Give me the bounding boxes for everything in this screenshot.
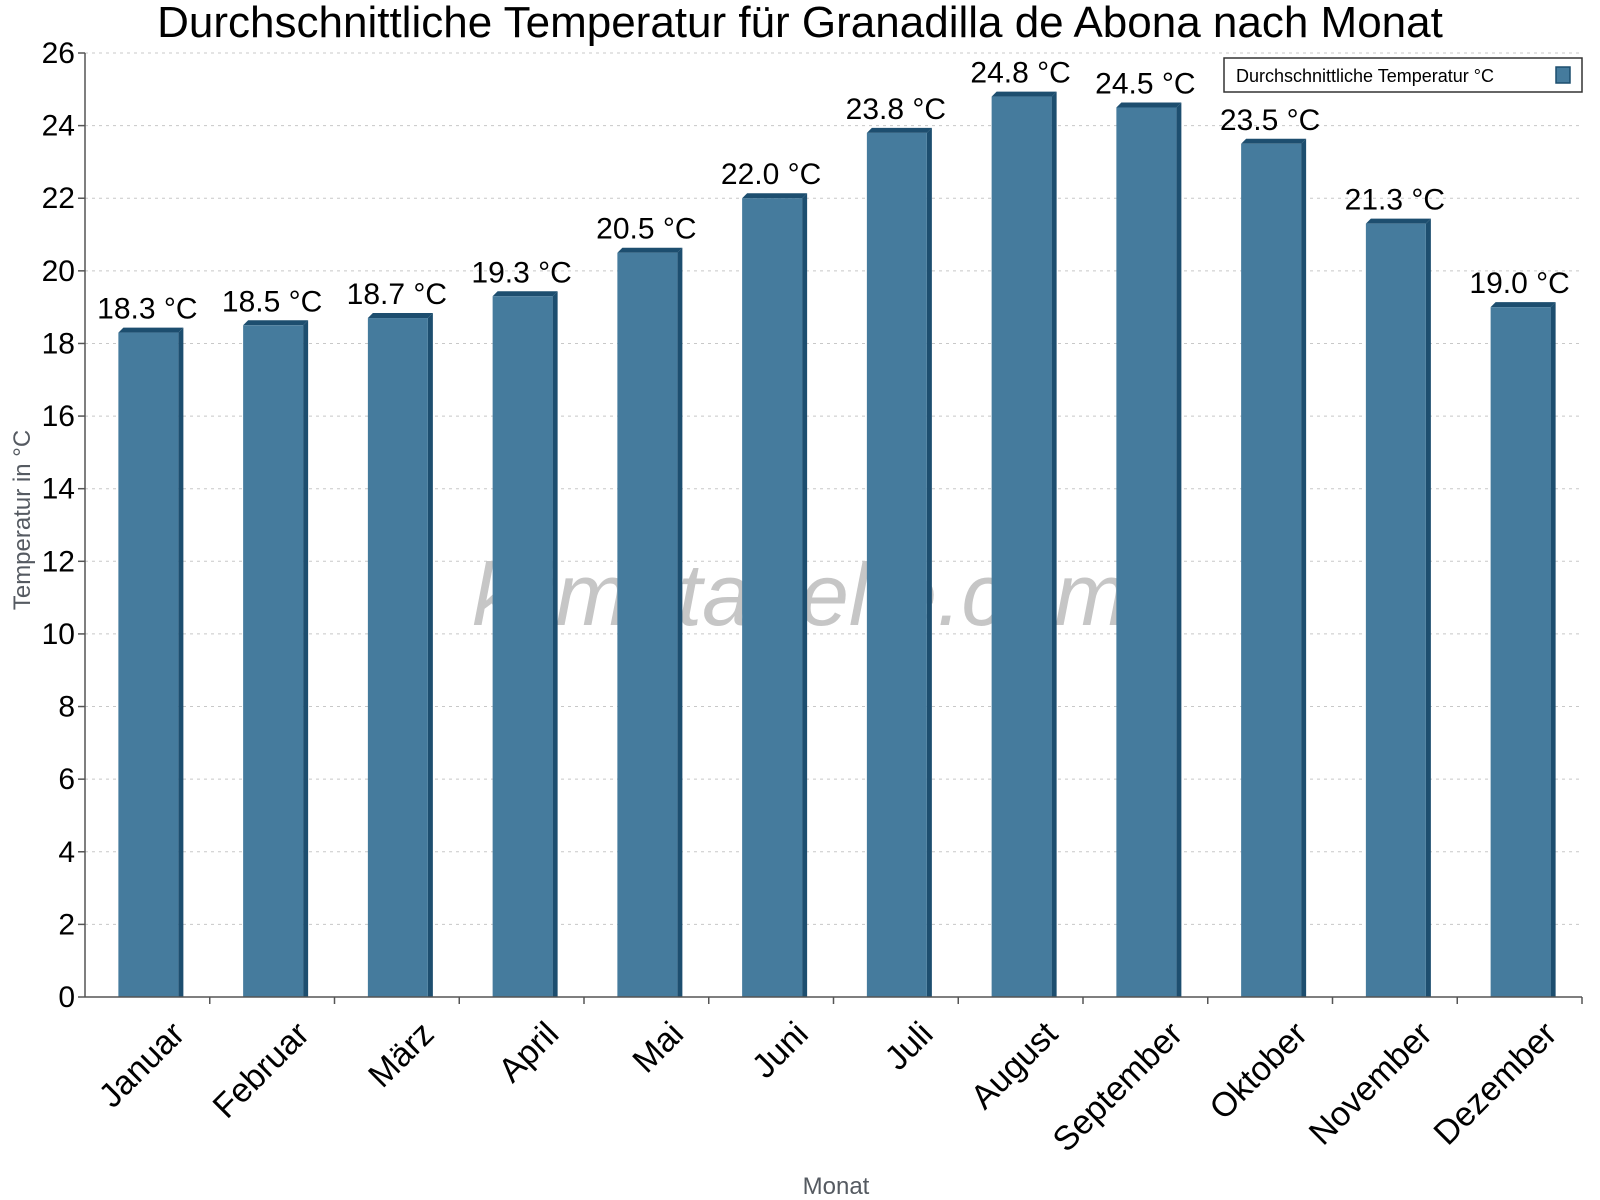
y-tick-label: 8 xyxy=(58,691,75,724)
y-tick-label: 20 xyxy=(42,255,75,288)
bar-value-label: 24.8 °C xyxy=(970,57,1070,90)
x-tick-label: Juli xyxy=(878,1015,941,1078)
bar-top xyxy=(1116,102,1182,108)
bar-side xyxy=(1051,91,1057,998)
y-tick-label: 10 xyxy=(42,618,75,651)
bar-value-label: 22.0 °C xyxy=(721,158,821,191)
bar-value-label: 18.5 °C xyxy=(222,285,322,318)
bar xyxy=(492,296,553,997)
y-tick-label: 18 xyxy=(42,327,75,360)
bar xyxy=(617,252,678,997)
legend: Durchschnittliche Temperatur °C xyxy=(1223,57,1583,93)
x-tick-label: November xyxy=(1302,1015,1440,1153)
y-tick-label: 22 xyxy=(42,182,75,215)
bar-side xyxy=(303,320,309,997)
bar-value-label: 19.3 °C xyxy=(471,256,571,289)
bar-top xyxy=(492,291,558,297)
bar-value-label: 18.7 °C xyxy=(347,278,447,311)
bar xyxy=(991,96,1052,998)
bar-value-label: 18.3 °C xyxy=(97,293,197,326)
bar-value-label: 24.5 °C xyxy=(1095,67,1195,100)
bar-top xyxy=(617,247,683,253)
chart-title: Durchschnittliche Temperatur für Granadi… xyxy=(157,0,1443,47)
legend-entry-label: Durchschnittliche Temperatur °C xyxy=(1236,66,1494,86)
y-tick-label: 16 xyxy=(42,400,75,433)
x-tick-label: März xyxy=(361,1015,441,1095)
bar xyxy=(367,318,428,997)
x-axis-title: Monat xyxy=(803,1173,870,1200)
bar-top xyxy=(367,313,433,319)
bar-side xyxy=(1176,102,1182,997)
bar xyxy=(1365,223,1426,998)
bar-series: 18.3 °C 18.5 °C 18.7 °C 19.3 °C 20.5 °C 22.0 … xyxy=(97,57,1570,998)
bar-side xyxy=(677,247,683,997)
bar xyxy=(1490,307,1551,998)
bar-top xyxy=(991,91,1057,97)
bar xyxy=(742,198,803,997)
bar xyxy=(1116,107,1177,997)
bar-top xyxy=(742,193,808,199)
x-tick-label: Juni xyxy=(745,1015,816,1086)
bar-top xyxy=(1241,138,1307,144)
bar-side xyxy=(178,327,184,998)
bar xyxy=(866,132,927,997)
bar-value-label: 19.0 °C xyxy=(1469,267,1569,300)
bar-top xyxy=(243,320,309,326)
y-tick-label: 6 xyxy=(58,763,75,796)
legend-box xyxy=(1223,57,1583,93)
bar-side xyxy=(1550,302,1556,998)
bar xyxy=(1241,143,1302,997)
bar-side xyxy=(1425,218,1431,998)
x-tick-label: Oktober xyxy=(1202,1015,1314,1127)
bar-top xyxy=(1365,218,1431,224)
bar-value-label: 23.8 °C xyxy=(846,93,946,126)
bar-side xyxy=(427,313,433,997)
bar-value-label: 21.3 °C xyxy=(1345,184,1445,217)
bar-side xyxy=(1301,138,1307,997)
bar-side xyxy=(926,127,932,997)
y-tick-label: 4 xyxy=(58,836,75,869)
y-tick-label: 14 xyxy=(42,473,75,506)
bar-side xyxy=(552,291,558,997)
bar-value-label: 23.5 °C xyxy=(1220,104,1320,137)
x-tick-label: Januar xyxy=(92,1015,192,1115)
y-tick-label: 2 xyxy=(58,908,75,941)
bar xyxy=(243,325,304,997)
x-tick-label: Februar xyxy=(206,1015,317,1126)
x-tick-label: August xyxy=(964,1014,1066,1116)
y-axis-title: Temperatur in °C xyxy=(9,430,36,610)
bar-top xyxy=(866,127,932,133)
y-tick-label: 12 xyxy=(42,545,75,578)
x-tick-label: April xyxy=(491,1015,566,1090)
y-tick-label: 0 xyxy=(58,981,75,1014)
x-axis-ticks: Januar Februar März April Mai Juni Juli AugustS… xyxy=(92,997,1583,1159)
x-tick-label: September xyxy=(1046,1015,1190,1159)
bar-side xyxy=(802,193,808,997)
x-tick-label: Mai xyxy=(625,1015,691,1081)
bar-value-label: 20.5 °C xyxy=(596,213,696,246)
legend-swatch xyxy=(1555,66,1571,84)
bar-top xyxy=(118,327,184,333)
bar-top xyxy=(1490,302,1556,308)
grid-lines xyxy=(85,52,1582,925)
bar xyxy=(118,332,179,998)
y-tick-label: 26 xyxy=(42,37,75,70)
x-tick-label: Dezember xyxy=(1426,1015,1564,1153)
y-tick-label: 24 xyxy=(42,110,75,143)
